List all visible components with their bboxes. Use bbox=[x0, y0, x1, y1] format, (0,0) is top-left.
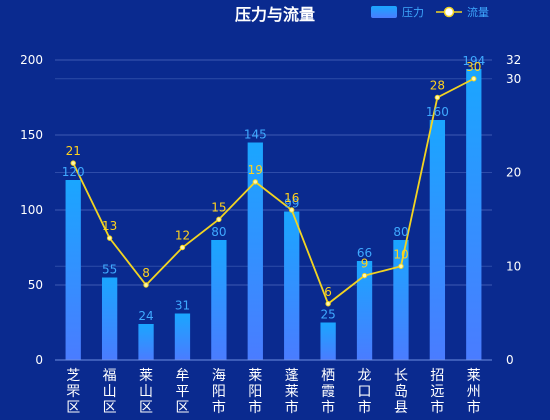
line-value-label: 19 bbox=[248, 163, 263, 177]
bar-value-labels: 120 55 24 31 80 145 99 25 66 80 160 194 bbox=[62, 54, 485, 323]
right-axis-tick-label: 32 bbox=[506, 53, 521, 67]
bar bbox=[320, 322, 336, 360]
x-axis-tick-label: 招远市 bbox=[430, 368, 444, 416]
left-axis-tick-label: 100 bbox=[20, 203, 43, 217]
x-axis-tick-label: 芝罘区 bbox=[66, 368, 80, 416]
line-point bbox=[179, 244, 186, 251]
bar-value-label: 160 bbox=[426, 105, 449, 119]
legend-item-pressure[interactable]: 压力 bbox=[371, 6, 424, 19]
line-value-label: 13 bbox=[102, 219, 117, 233]
line-value-label: 12 bbox=[175, 229, 190, 243]
bar bbox=[393, 240, 409, 360]
bar-value-label: 55 bbox=[102, 263, 117, 277]
line-value-label: 21 bbox=[66, 144, 81, 158]
x-axis-tick-label: 莱阳市 bbox=[248, 368, 262, 416]
line-point bbox=[106, 235, 113, 241]
line-point bbox=[434, 94, 441, 101]
right-axis: 0 10 20 30 32 bbox=[506, 53, 521, 367]
bar-series-pressure bbox=[65, 69, 482, 360]
bar-value-label: 99 bbox=[284, 197, 299, 211]
left-axis-tick-label: 150 bbox=[20, 128, 43, 142]
left-axis-tick-label: 200 bbox=[20, 53, 43, 67]
x-axis-tick-label: 莱州市 bbox=[467, 368, 481, 416]
legend-item-flow[interactable]: 流量 bbox=[436, 5, 489, 19]
right-axis-tick-label: 20 bbox=[506, 166, 521, 180]
line-value-label: 16 bbox=[284, 191, 299, 205]
bar-value-label: 25 bbox=[320, 308, 335, 322]
flow-line bbox=[72, 77, 475, 306]
bar bbox=[101, 277, 118, 360]
bar-value-label: 31 bbox=[175, 299, 190, 313]
x-axis-tick-label: 海阳市 bbox=[212, 368, 226, 416]
left-axis-tick-label: 0 bbox=[35, 353, 43, 367]
bar-value-label: 194 bbox=[462, 54, 485, 68]
line-point bbox=[252, 179, 258, 185]
legend-bar-swatch bbox=[371, 6, 397, 18]
line-value-label: 9 bbox=[361, 257, 369, 271]
left-axis: 0 50 100 150 200 bbox=[20, 53, 43, 367]
bar-value-label: 80 bbox=[211, 225, 226, 239]
x-axis-tick-label: 龙口市 bbox=[358, 368, 372, 416]
line-point bbox=[398, 263, 404, 269]
x-axis-tick-label: 栖霞市 bbox=[321, 368, 335, 416]
x-axis-tick-label: 莱山区 bbox=[139, 368, 153, 416]
bar bbox=[247, 142, 263, 360]
bar-value-label: 120 bbox=[62, 165, 85, 179]
x-axis-tick-label: 蓬莱市 bbox=[285, 368, 299, 416]
x-axis-tick-label: 牟平区 bbox=[175, 368, 189, 416]
bar-value-label: 80 bbox=[393, 225, 408, 239]
right-axis-tick-label: 30 bbox=[506, 72, 521, 86]
line-point bbox=[361, 272, 368, 279]
line-point bbox=[325, 301, 331, 307]
chart-title: 压力与流量 bbox=[235, 5, 315, 24]
line-point bbox=[216, 216, 222, 223]
line-value-label: 30 bbox=[466, 60, 481, 74]
line-point bbox=[289, 207, 295, 213]
line-value-labels: 21 13 8 12 15 19 16 6 9 10 28 30 bbox=[66, 60, 482, 299]
line-value-label: 8 bbox=[142, 266, 150, 280]
bar bbox=[211, 240, 227, 360]
legend: 压力 流量 bbox=[371, 5, 489, 19]
line-value-label: 6 bbox=[324, 285, 332, 299]
bar-value-label: 145 bbox=[244, 128, 267, 142]
legend-label-pressure: 压力 bbox=[402, 6, 424, 19]
right-axis-tick-label: 0 bbox=[506, 353, 514, 367]
line-point bbox=[143, 282, 149, 288]
bar bbox=[65, 180, 81, 360]
line-point bbox=[471, 76, 477, 82]
line-value-label: 15 bbox=[211, 200, 226, 214]
line-value-label: 28 bbox=[430, 79, 445, 93]
legend-label-flow: 流量 bbox=[467, 5, 489, 19]
bar-value-label: 24 bbox=[138, 309, 153, 323]
x-axis-tick-label: 长岛县 bbox=[394, 368, 408, 416]
bar bbox=[466, 69, 482, 360]
line-series-flow bbox=[70, 76, 477, 307]
line-value-label: 10 bbox=[393, 247, 408, 261]
bar bbox=[429, 120, 446, 360]
line-point bbox=[70, 160, 76, 166]
x-axis-tick-label: 福山区 bbox=[103, 368, 117, 416]
bar bbox=[138, 324, 154, 360]
right-axis-tick-label: 10 bbox=[506, 259, 521, 273]
bar bbox=[174, 313, 191, 360]
legend-line-marker bbox=[443, 6, 455, 18]
x-axis: 芝罘区 福山区 莱山区 牟平区 海阳市 莱阳市 蓬莱市 栖霞市 龙口市 长岛县 招远市 莱州市 bbox=[55, 359, 492, 416]
bar bbox=[284, 211, 300, 360]
bar bbox=[356, 261, 373, 360]
left-axis-tick-label: 50 bbox=[28, 278, 43, 292]
bar-value-label: 66 bbox=[357, 246, 372, 260]
